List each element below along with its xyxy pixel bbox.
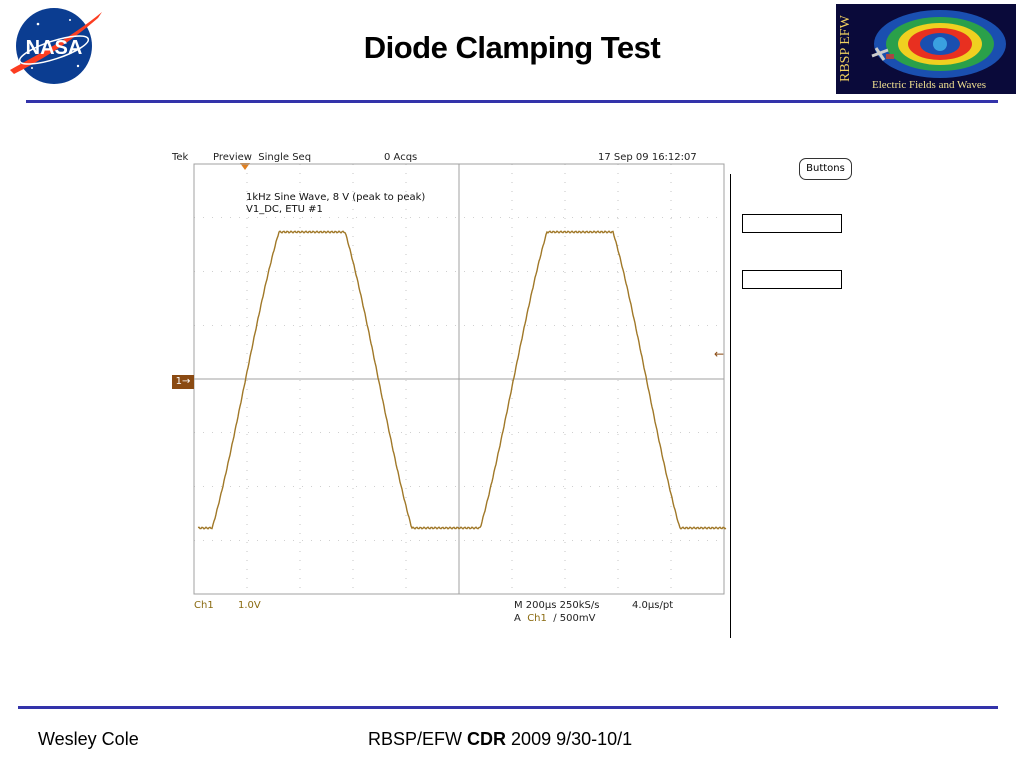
nasa-logo: NASA [8, 4, 104, 88]
blank-field-2 [742, 270, 842, 289]
channel-label: Ch1 [194, 600, 214, 611]
scope-acquisition-count: 0 Acqs [384, 152, 418, 163]
timebase-readout: M 200µs 250kS/s [514, 600, 600, 611]
trigger-channel: Ch1 [527, 613, 547, 624]
trigger-level: ∕ 500mV [553, 613, 596, 624]
footer-event: RBSP/EFW CDR 2009 9/30-10/1 [368, 729, 632, 750]
nasa-wordmark: NASA [26, 37, 83, 59]
waveform-note-line-2: V1_DC, ETU #1 [246, 204, 323, 215]
trigger-prefix: A [514, 613, 521, 624]
scope-mode: Preview Single Seq [213, 152, 312, 163]
scope-graticule [193, 163, 727, 595]
footer-author: Wesley Cole [38, 729, 139, 749]
footer-dates: 2009 9/30-10/1 [511, 729, 633, 749]
rbsp-efw-logo: RBSP EFW Electric Fields and Waves [836, 4, 1016, 94]
rbsp-efw-vertical-text: RBSP EFW [838, 15, 853, 83]
vertical-scale: 1.0V [238, 600, 261, 611]
record-rate-readout: 4.0µs/pt [632, 600, 674, 611]
footer-divider [18, 706, 998, 709]
trigger-level-arrow-icon: ← [714, 347, 725, 361]
nasa-meatball-icon: NASA [10, 8, 102, 84]
waveform-note-line-1: 1kHz Sine Wave, 8 V (peak to peak) [246, 192, 426, 203]
buttons-button[interactable]: Buttons [799, 158, 852, 180]
footer-review: CDR [467, 729, 507, 749]
footer-project: RBSP/EFW [368, 729, 463, 749]
blank-field-1 [742, 214, 842, 233]
scope-screen-edge [730, 174, 731, 638]
graticule-grid [193, 163, 725, 595]
radiation-belt-icon [871, 10, 1006, 78]
trigger-readout: A Ch1 ∕ 500mV [514, 613, 595, 624]
scope-brand: Tek [172, 152, 189, 163]
rbsp-caption: Electric Fields and Waves [872, 79, 987, 91]
slide-title: Diode Clamping Test [363, 30, 661, 65]
channel-1-ground-marker: 1→ [172, 375, 194, 389]
header-divider [26, 100, 998, 103]
trigger-position-marker [240, 163, 250, 170]
channel-1-trace [197, 230, 727, 530]
scope-timestamp: 17 Sep 09 16:12:07 [598, 152, 697, 163]
oscilloscope-screenshot: Tek Preview Single Seq 0 Acqs 17 Sep 09 … [170, 148, 732, 638]
